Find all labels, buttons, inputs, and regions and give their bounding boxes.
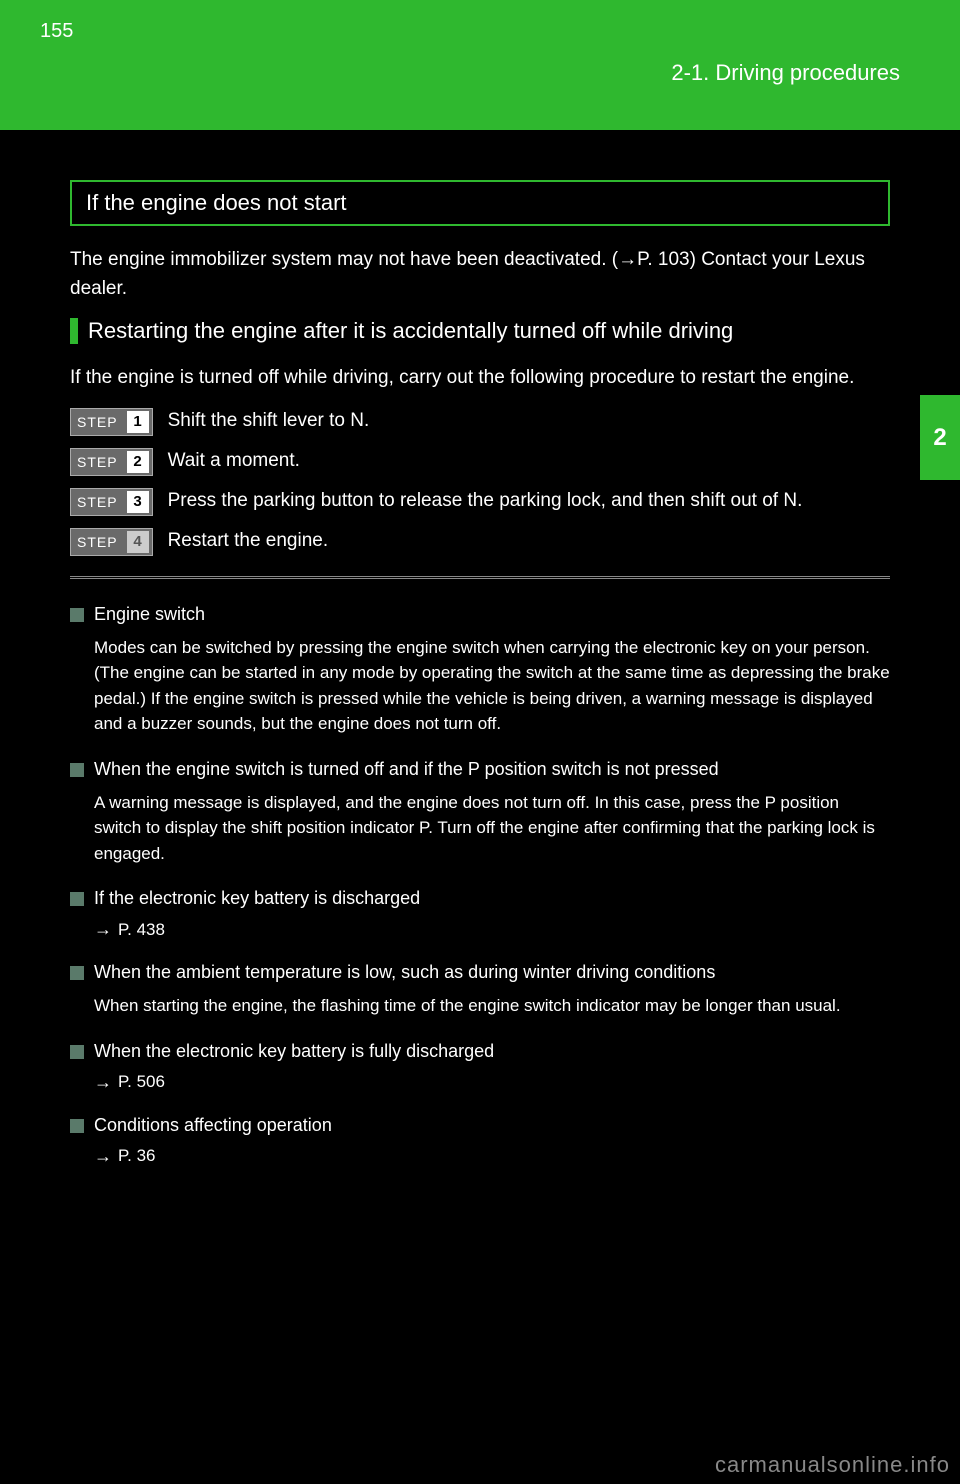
divider bbox=[70, 576, 890, 579]
crossref-text: P. 36 bbox=[118, 1146, 156, 1166]
note-heading: Engine switch bbox=[94, 604, 205, 625]
step-label-text: STEP bbox=[71, 414, 124, 430]
note-engine-switch: Engine switch Modes can be switched by p… bbox=[70, 604, 890, 737]
step-4-label: Restart the engine. bbox=[168, 528, 329, 555]
crossref-text: P. 438 bbox=[118, 920, 165, 940]
crossref: → P. 36 bbox=[94, 1146, 890, 1167]
note-heading: If the electronic key battery is dischar… bbox=[94, 888, 420, 909]
step-number: 4 bbox=[127, 531, 149, 553]
square-icon bbox=[70, 1045, 84, 1059]
note-key-discharged: If the electronic key battery is dischar… bbox=[70, 888, 890, 940]
step-1-label: Shift the shift lever to N. bbox=[168, 408, 370, 435]
note-conditions: Conditions affecting operation → P. 36 bbox=[70, 1115, 890, 1167]
section-title: 2-1. Driving procedures bbox=[671, 60, 900, 86]
square-icon bbox=[70, 608, 84, 622]
step-2-label: Wait a moment. bbox=[168, 448, 300, 475]
note-heading: When the electronic key battery is fully… bbox=[94, 1041, 494, 1062]
restart-paragraph: If the engine is turned off while drivin… bbox=[70, 364, 890, 393]
note-heading: When the ambient temperature is low, suc… bbox=[94, 962, 715, 983]
heading-engine-not-start: If the engine does not start bbox=[70, 180, 890, 226]
note-body: Modes can be switched by pressing the en… bbox=[94, 635, 890, 737]
step-2: STEP2 Wait a moment. bbox=[70, 448, 890, 476]
square-icon bbox=[70, 966, 84, 980]
step-3-label: Press the parking button to release the … bbox=[168, 488, 803, 515]
page-number: 155 bbox=[40, 20, 73, 43]
note-heading: Conditions affecting operation bbox=[94, 1115, 332, 1136]
square-icon bbox=[70, 892, 84, 906]
step-number: 2 bbox=[127, 451, 149, 473]
crossref: → P. 506 bbox=[94, 1072, 890, 1093]
crossref: → P. 438 bbox=[94, 919, 890, 940]
step-number: 3 bbox=[127, 491, 149, 513]
note-p-position: When the engine switch is turned off and… bbox=[70, 759, 890, 867]
step-3: STEP3 Press the parking button to releas… bbox=[70, 488, 890, 516]
step-label-text: STEP bbox=[71, 494, 124, 510]
crossref-text: P. 506 bbox=[118, 1072, 165, 1092]
step-number: 1 bbox=[127, 411, 149, 433]
step-badge-4: STEP4 bbox=[70, 528, 153, 556]
page-content: If the engine does not start The engine … bbox=[0, 130, 960, 1167]
note-low-temp: When the ambient temperature is low, suc… bbox=[70, 962, 890, 1019]
step-badge-1: STEP1 bbox=[70, 408, 153, 436]
note-body: When starting the engine, the flashing t… bbox=[94, 993, 890, 1019]
footer-url: carmanualsonline.info bbox=[715, 1452, 950, 1478]
step-4: STEP4 Restart the engine. bbox=[70, 528, 890, 556]
note-body: A warning message is displayed, and the … bbox=[94, 790, 890, 867]
header-bar: 155 2-1. Driving procedures bbox=[0, 0, 960, 130]
square-icon bbox=[70, 1119, 84, 1133]
arrow-icon: → bbox=[94, 1072, 112, 1093]
step-badge-2: STEP2 bbox=[70, 448, 153, 476]
step-badge-3: STEP3 bbox=[70, 488, 153, 516]
step-label-text: STEP bbox=[71, 534, 124, 550]
arrow-icon: → bbox=[94, 1146, 112, 1167]
note-fully-discharged: When the electronic key battery is fully… bbox=[70, 1041, 890, 1093]
heading-restart: Restarting the engine after it is accide… bbox=[70, 318, 890, 344]
square-icon bbox=[70, 763, 84, 777]
intro-paragraph: The engine immobilizer system may not ha… bbox=[70, 246, 890, 303]
step-1: STEP1 Shift the shift lever to N. bbox=[70, 408, 890, 436]
step-label-text: STEP bbox=[71, 454, 124, 470]
note-heading: When the engine switch is turned off and… bbox=[94, 759, 719, 780]
chapter-tab: 2 bbox=[920, 395, 960, 480]
arrow-icon: → bbox=[94, 919, 112, 940]
